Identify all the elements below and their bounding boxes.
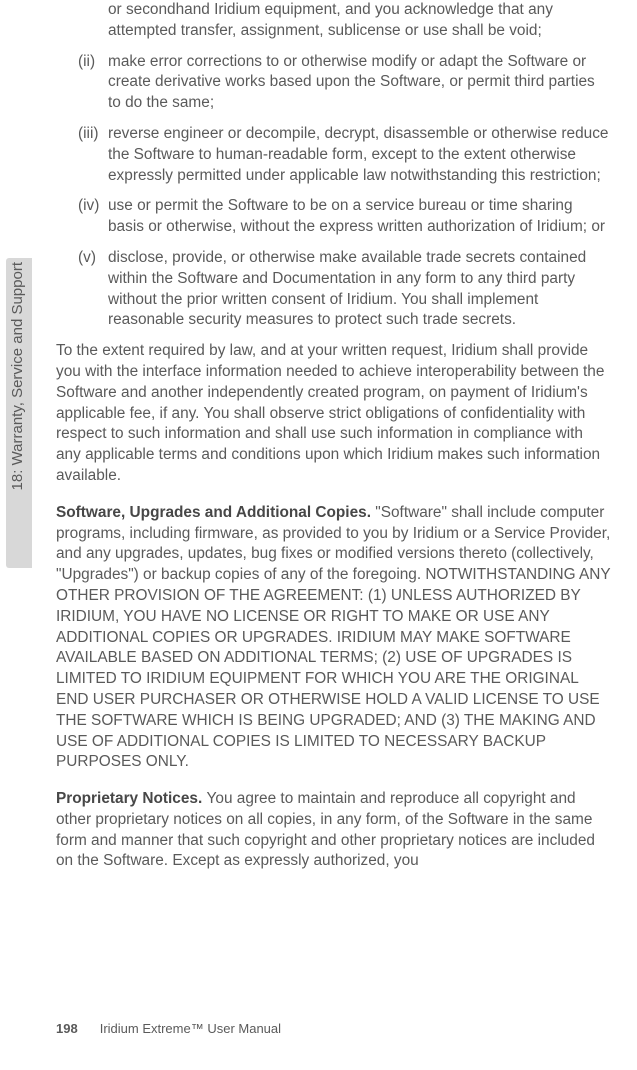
restriction-item: (iv)use or permit the Software to be on … xyxy=(78,196,611,238)
page-footer: 198 Iridium Extreme™ User Manual xyxy=(56,1021,281,1036)
restriction-item: or secondhand Iridium equipment, and you… xyxy=(78,0,611,42)
page-number: 198 xyxy=(56,1021,78,1036)
restriction-item-text: or secondhand Iridium equipment, and you… xyxy=(108,0,611,42)
restriction-item: (iii)reverse engineer or decompile, decr… xyxy=(78,124,611,186)
restriction-item-text: disclose, provide, or otherwise make ava… xyxy=(108,248,611,331)
proprietary-notices-heading: Proprietary Notices. xyxy=(56,790,207,807)
interop-paragraph: To the extent required by law, and at yo… xyxy=(56,341,611,487)
proprietary-notices-paragraph: Proprietary Notices. You agree to mainta… xyxy=(56,789,611,872)
restriction-item-number: (ii) xyxy=(78,52,108,114)
restriction-list: or secondhand Iridium equipment, and you… xyxy=(78,0,611,331)
page-content: or secondhand Iridium equipment, and you… xyxy=(56,0,619,1070)
software-upgrades-body: "Software" shall include computer progra… xyxy=(56,504,610,771)
chapter-tab-label: 18: Warranty, Service and Support xyxy=(9,262,26,490)
restriction-item-text: reverse engineer or decompile, decrypt, … xyxy=(108,124,611,186)
restriction-item: (ii)make error corrections to or otherwi… xyxy=(78,52,611,114)
restriction-item-number: (iv) xyxy=(78,196,108,238)
restriction-item-text: use or permit the Software to be on a se… xyxy=(108,196,611,238)
restriction-item: (v)disclose, provide, or otherwise make … xyxy=(78,248,611,331)
software-upgrades-paragraph: Software, Upgrades and Additional Copies… xyxy=(56,503,611,773)
restriction-item-number xyxy=(78,0,108,42)
software-upgrades-heading: Software, Upgrades and Additional Copies… xyxy=(56,504,375,521)
manual-title: Iridium Extreme™ User Manual xyxy=(100,1021,281,1036)
restriction-item-number: (v) xyxy=(78,248,108,331)
restriction-item-text: make error corrections to or otherwise m… xyxy=(108,52,611,114)
restriction-item-number: (iii) xyxy=(78,124,108,186)
